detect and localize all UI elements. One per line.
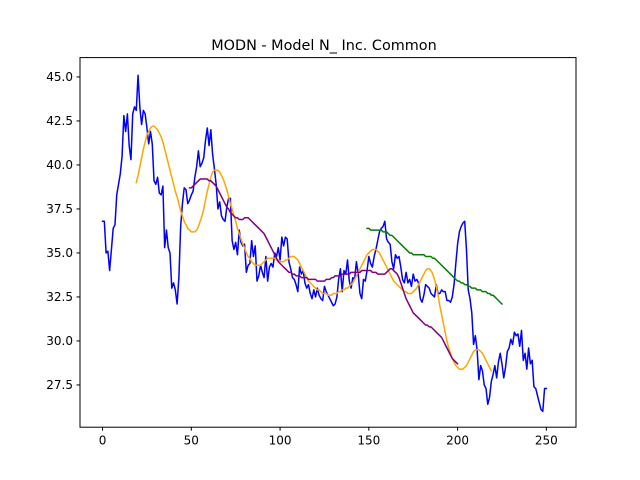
y-tick-label: 35.0 [46, 246, 73, 260]
plot-frame [79, 57, 577, 428]
series-layer [101, 74, 548, 413]
y-axis: 27.5 30.0 32.5 35.0 37.5 40.0 42.5 45.0 [46, 70, 80, 392]
x-tick-label: 0 [99, 434, 107, 448]
y-tick-label: 27.5 [46, 378, 73, 392]
y-tick-label: 37.5 [46, 202, 73, 216]
series-line-1 [101, 74, 548, 413]
series-line-3 [188, 178, 459, 365]
x-tick-label: 250 [535, 434, 558, 448]
series-line-2 [135, 125, 493, 372]
x-tick-label: 150 [357, 434, 380, 448]
x-axis: 0 50 100 150 200 250 [99, 427, 558, 448]
y-tick-label: 32.5 [46, 290, 73, 304]
x-tick-label: 50 [184, 434, 199, 448]
y-tick-label: 40.0 [46, 158, 73, 172]
y-tick-label: 45.0 [46, 70, 73, 84]
chart-title: MODN - Model N_ Inc. Common [211, 38, 437, 54]
x-tick-label: 200 [446, 434, 469, 448]
series-line-4 [366, 227, 504, 306]
x-tick-label: 100 [269, 434, 292, 448]
y-tick-label: 30.0 [46, 334, 73, 348]
y-tick-label: 42.5 [46, 114, 73, 128]
